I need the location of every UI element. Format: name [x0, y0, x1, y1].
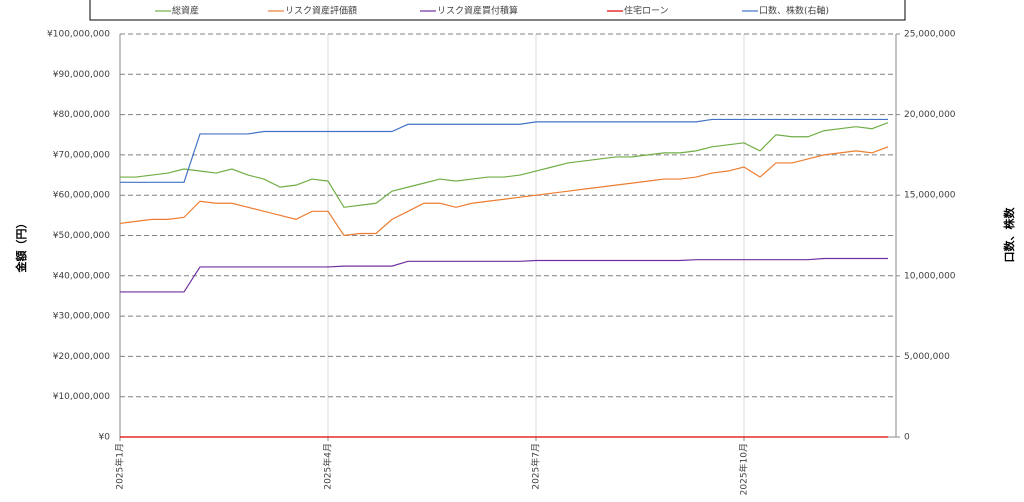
x-tick-label: 2025年4月 — [322, 443, 334, 490]
y2-axis-title: 口数、株数 — [1002, 207, 1016, 263]
y-tick-label: ¥90,000,000 — [53, 70, 111, 80]
x-tick-label: 2025年1月 — [114, 443, 126, 490]
x-tick-label: 2025年10月 — [738, 443, 750, 495]
legend-label: 口数、株数(右軸) — [759, 5, 829, 17]
y-axis-title: 金額（円） — [14, 218, 28, 274]
y-tick-label: ¥0 — [99, 433, 111, 443]
y2-tick-label: 20,000,000 — [904, 110, 956, 120]
y-tick-label: ¥30,000,000 — [53, 312, 111, 322]
y-tick-label: ¥70,000,000 — [53, 150, 111, 160]
y-tick-label: ¥20,000,000 — [53, 352, 111, 362]
y2-tick-label: 25,000,000 — [904, 30, 956, 40]
y2-tick-label: 5,000,000 — [904, 352, 950, 362]
series-line — [120, 122, 889, 208]
x-tick-label: 2025年7月 — [530, 443, 542, 490]
y-tick-label: ¥60,000,000 — [53, 191, 111, 201]
y-tick-label: ¥100,000,000 — [47, 30, 110, 40]
y2-tick-label: 10,000,000 — [904, 271, 956, 281]
series-line — [119, 146, 889, 237]
legend-label: リスク資産評価額 — [285, 5, 357, 17]
y-tick-label: ¥10,000,000 — [53, 392, 111, 402]
series-line — [120, 257, 888, 293]
legend-label: リスク資産買付積算 — [437, 5, 518, 17]
legend-label: 住宅ローン — [624, 5, 669, 17]
y2-tick-label: 0 — [904, 433, 910, 443]
y-tick-label: ¥50,000,000 — [53, 231, 111, 241]
legend-box — [89, 0, 906, 21]
y-tick-label: ¥40,000,000 — [53, 271, 111, 281]
y2-tick-label: 15,000,000 — [904, 191, 956, 201]
series-line — [120, 118, 888, 183]
legend-label: 総資産 — [172, 5, 199, 17]
y-tick-label: ¥80,000,000 — [53, 110, 111, 120]
